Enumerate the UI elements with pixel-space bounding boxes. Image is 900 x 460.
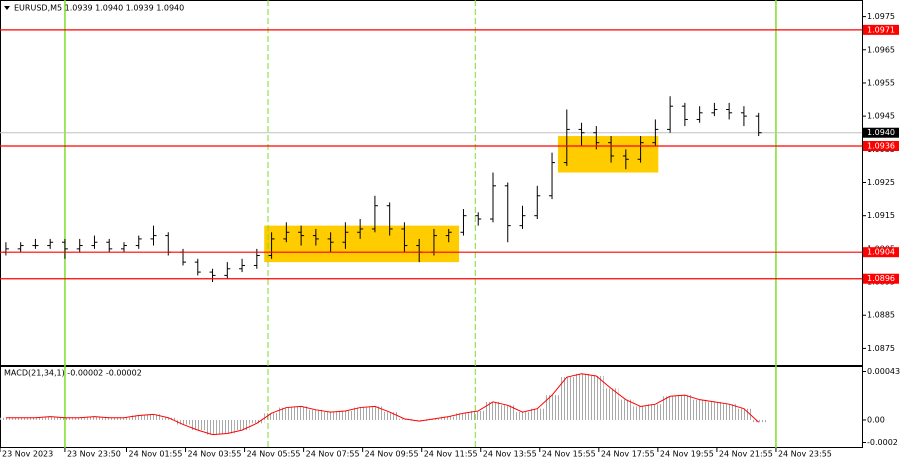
macd-bar xyxy=(42,416,58,420)
dropdown-icon xyxy=(4,6,10,10)
macd-bar xyxy=(116,417,132,420)
macd-bar xyxy=(485,401,501,420)
x-tick-label: 24 Nov 21:55 xyxy=(719,450,773,459)
y-tick-label: 1.0885 xyxy=(867,311,895,320)
level-label: 1.0971 xyxy=(867,25,895,34)
signal-line xyxy=(5,373,760,436)
y-tick-label: 1.0915 xyxy=(867,211,895,220)
macd-bar xyxy=(647,404,663,420)
macd-bar xyxy=(264,413,279,420)
x-tick-label: 24 Nov 09:55 xyxy=(365,450,419,459)
y-tick-label: 1.0925 xyxy=(867,178,895,187)
macd-bar xyxy=(57,417,73,420)
macd-bar xyxy=(426,418,442,420)
current-price-box xyxy=(863,127,899,138)
macd-bar xyxy=(205,419,220,435)
macd-bar xyxy=(146,414,161,420)
macd-bar xyxy=(28,417,43,420)
current-price-label: 1.0940 xyxy=(867,128,895,137)
x-tick-label: 24 Nov 15:55 xyxy=(542,450,596,459)
macd-bar xyxy=(751,419,767,423)
y-tick-label: 1.0875 xyxy=(867,344,895,353)
macd-bar xyxy=(411,419,427,422)
highlight-box xyxy=(264,225,460,263)
x-tick-label: 24 Nov 19:55 xyxy=(660,450,714,459)
macd-bar xyxy=(308,409,324,420)
macd-bar xyxy=(0,417,14,420)
macd-bar xyxy=(441,416,457,420)
macd-bar xyxy=(278,407,294,420)
x-tick-label: 24 Nov 13:55 xyxy=(483,450,537,459)
y-tick-label: 0.00 xyxy=(867,415,885,424)
y-tick-label: 1.0975 xyxy=(867,12,895,21)
highlight-box xyxy=(557,136,659,173)
y-tick-label: 1.0955 xyxy=(867,78,895,87)
macd-bar xyxy=(529,408,545,420)
level-box xyxy=(863,273,899,284)
symbol-info: EURUSD,M5 1.0939 1.0940 1.0939 1.0940 xyxy=(14,4,184,13)
macd-bar xyxy=(677,395,693,420)
macd-bar xyxy=(190,419,206,431)
level-box xyxy=(863,24,899,35)
x-tick-label: 24 Nov 17:55 xyxy=(601,450,655,459)
macd-bar xyxy=(500,405,516,420)
macd-bar xyxy=(470,410,486,420)
macd-bar xyxy=(544,395,560,420)
macd-bar xyxy=(234,419,250,431)
macd-bar xyxy=(707,401,722,420)
level-label: 1.0904 xyxy=(867,248,895,257)
x-tick-label: 23 Nov 23:50 xyxy=(67,450,121,459)
macd-bar xyxy=(175,419,191,425)
x-tick-label: 24 Nov 01:55 xyxy=(128,450,182,459)
y-tick-label: 0.00043 xyxy=(867,367,900,376)
macd-bar xyxy=(721,404,737,420)
macd-bar xyxy=(692,399,708,420)
macd-bar xyxy=(456,413,471,420)
level-box xyxy=(863,247,899,258)
macd-bar xyxy=(382,412,398,420)
level-label: 1.0896 xyxy=(867,274,895,283)
macd-bar xyxy=(13,417,29,420)
macd-bar xyxy=(352,407,368,420)
y-tick-label: -0.0002 xyxy=(867,438,898,447)
y-tick-label: 1.0965 xyxy=(867,45,895,54)
x-tick-label: 24 Nov 03:55 xyxy=(188,450,242,459)
macd-bar xyxy=(559,377,575,420)
macd-bar xyxy=(323,412,339,420)
macd-bar xyxy=(618,399,634,420)
level-box xyxy=(863,141,899,151)
x-tick-label: 23 Nov 2023 xyxy=(2,450,53,459)
macd-label: MACD(21,34,1) -0.00002 -0.00002 xyxy=(4,369,142,378)
macd-bar xyxy=(736,408,752,420)
macd-bar xyxy=(219,419,235,434)
macd-bar xyxy=(603,388,619,420)
x-tick-label: 24 Nov 23:55 xyxy=(778,450,832,459)
macd-bar xyxy=(160,417,176,420)
macd-pane xyxy=(0,366,863,448)
macd-bar xyxy=(367,406,383,420)
macd-bar xyxy=(397,418,412,420)
x-tick-label: 24 Nov 07:55 xyxy=(306,450,360,459)
x-tick-label: 24 Nov 05:55 xyxy=(247,450,301,459)
macd-bar xyxy=(131,415,147,420)
macd-bar xyxy=(338,410,353,420)
price-pane xyxy=(0,0,863,366)
macd-bar xyxy=(633,406,648,420)
macd-bar xyxy=(249,419,265,424)
macd-bar xyxy=(293,406,309,420)
macd-bar xyxy=(72,417,88,420)
macd-bar xyxy=(101,417,117,420)
macd-bar xyxy=(515,412,530,420)
x-tick-label: 24 Nov 11:55 xyxy=(424,450,478,459)
macd-bar xyxy=(588,376,604,420)
macd-bar xyxy=(574,373,589,420)
y-tick-label: 1.0945 xyxy=(867,112,895,121)
macd-bar xyxy=(662,396,678,420)
level-label: 1.0936 xyxy=(867,142,895,151)
macd-bar xyxy=(87,416,102,420)
